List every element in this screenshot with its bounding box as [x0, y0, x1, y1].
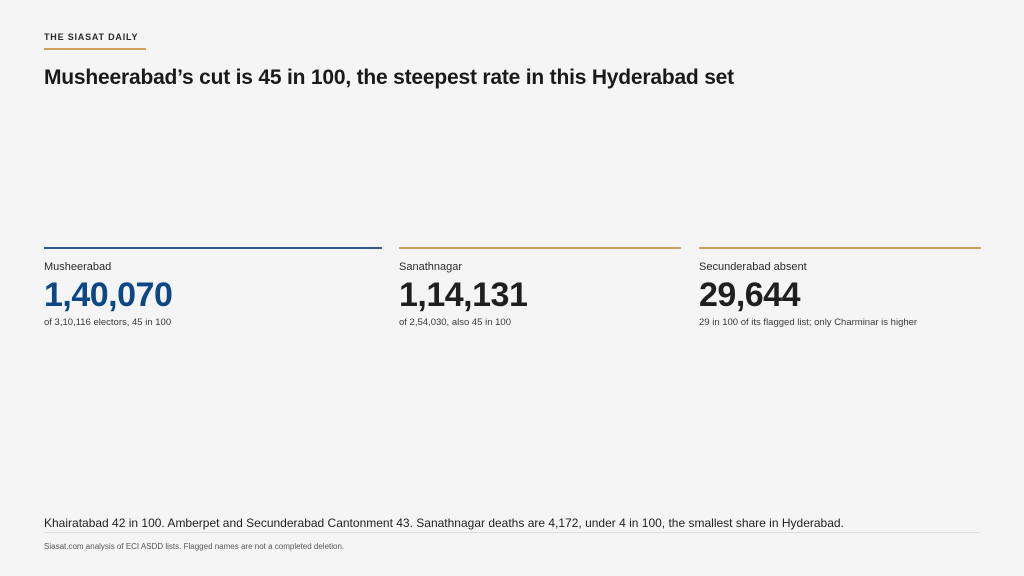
- brand-kicker: THE SIASAT DAILY: [44, 32, 139, 42]
- stat-musheerabad: Musheerabad 1,40,070 of 3,10,116 elector…: [44, 247, 382, 328]
- stat-label: Musheerabad: [44, 261, 112, 273]
- stat-label: Secunderabad absent: [699, 261, 807, 273]
- stat-rule: [699, 247, 981, 249]
- stat-label: Sanathnagar: [399, 261, 462, 273]
- stat-secunderabad-absent: Secunderabad absent 29,644 29 in 100 of …: [699, 247, 981, 328]
- headline: Musheerabad’s cut is 45 in 100, the stee…: [44, 66, 734, 89]
- summary-text: Khairatabad 42 in 100. Amberpet and Secu…: [44, 516, 844, 530]
- kicker-underline: [44, 48, 146, 50]
- stat-value: 29,644: [699, 276, 801, 314]
- stat-note: of 2,54,030, also 45 in 100: [399, 317, 511, 328]
- stat-rule: [44, 247, 382, 249]
- stat-sanathnagar: Sanathnagar 1,14,131 of 2,54,030, also 4…: [399, 247, 681, 328]
- source-note: Siasat.com analysis of ECI ASDD lists. F…: [44, 542, 345, 551]
- stat-note: 29 in 100 of its flagged list; only Char…: [699, 317, 918, 328]
- footer-divider: [44, 532, 980, 533]
- stat-note: of 3,10,116 electors, 45 in 100: [44, 317, 172, 328]
- stat-value: 1,40,070: [44, 276, 173, 314]
- stat-rule: [399, 247, 681, 249]
- stat-value: 1,14,131: [399, 276, 528, 314]
